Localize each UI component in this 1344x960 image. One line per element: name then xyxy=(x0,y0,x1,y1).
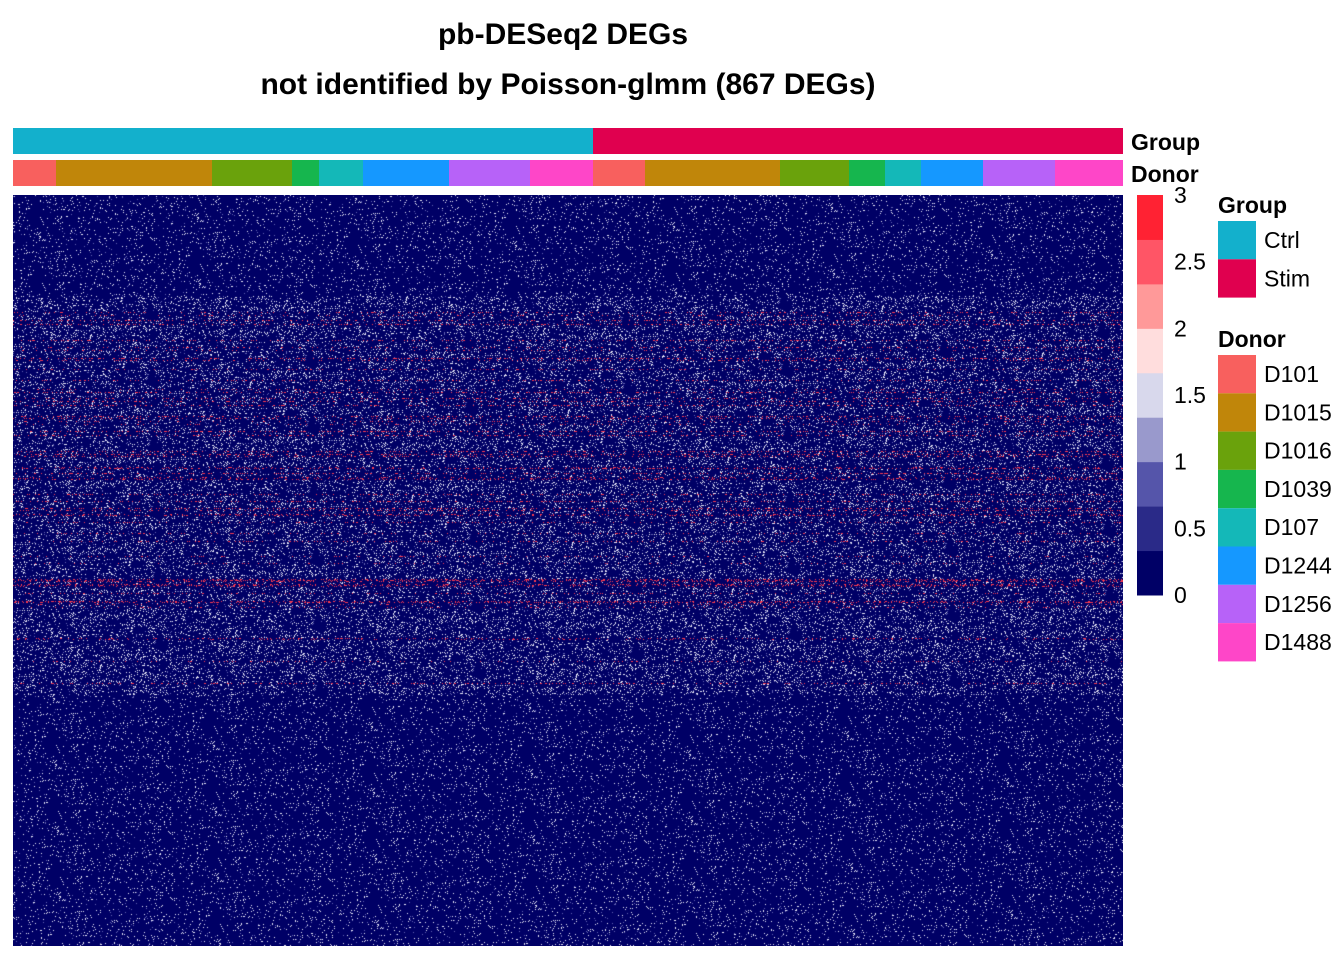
legend-swatch-d1256 xyxy=(1218,584,1256,624)
color-scale-band xyxy=(1137,283,1163,329)
legend-label-d107: D107 xyxy=(1264,514,1319,540)
donor-legend: Donor D101 D1015 D1016 D1039 D107 D1244 D1256 D1… xyxy=(1218,326,1332,662)
group-legend-title: Group xyxy=(1218,192,1287,218)
donor-annotation-label: Donor xyxy=(1131,161,1199,187)
color-scale-band xyxy=(1137,506,1163,552)
color-scale-tick-label: 3 xyxy=(1174,182,1187,208)
group-annotation-bar xyxy=(13,128,1123,154)
legend-swatch-d1244 xyxy=(1218,546,1256,585)
legend-label-d1015: D1015 xyxy=(1264,399,1332,425)
donor-segment-d1244 xyxy=(363,160,449,186)
color-scale-band xyxy=(1137,417,1163,463)
group-legend: Group Ctrl Stim xyxy=(1218,192,1310,298)
donor-segment-d1039 xyxy=(849,160,885,186)
legend-label-d1244: D1244 xyxy=(1264,553,1332,579)
donor-segment-d101 xyxy=(13,160,56,186)
legend-swatch-d1015 xyxy=(1218,393,1256,432)
legend-label-d1016: D1016 xyxy=(1264,438,1332,464)
group-segment-ctrl xyxy=(13,128,593,154)
legend-swatch-d1488 xyxy=(1218,623,1256,662)
color-scale-tick-label: 1 xyxy=(1174,449,1187,475)
color-scale-tick-label: 2 xyxy=(1174,315,1187,341)
legend-label-d1488: D1488 xyxy=(1264,629,1332,655)
donor-segment-d1488 xyxy=(530,160,593,186)
donor-segment-d1039 xyxy=(292,160,319,186)
chart-title: pb-DESeq2 DEGs xyxy=(438,18,688,51)
legend-label-d1039: D1039 xyxy=(1264,476,1332,502)
color-scale-ticks: 3 2.5 2 1.5 1 0.5 0 xyxy=(1174,182,1206,608)
legend-swatch-d1016 xyxy=(1218,431,1256,470)
color-scale-band xyxy=(1137,239,1163,285)
legend-label-d101: D101 xyxy=(1264,361,1319,387)
legend-swatch-stim xyxy=(1218,259,1256,298)
color-scale-tick-label: 0 xyxy=(1174,582,1187,608)
legend-swatch-d101 xyxy=(1218,355,1256,394)
donor-segment-d1016 xyxy=(212,160,292,186)
legend-label-d1256: D1256 xyxy=(1264,591,1332,617)
color-scale-tick-label: 2.5 xyxy=(1174,249,1206,275)
heatmap-matrix xyxy=(13,195,1123,946)
color-scale-band xyxy=(1137,195,1163,240)
color-scale-band xyxy=(1137,328,1163,374)
legend-swatch-ctrl xyxy=(1218,221,1256,260)
heatmap-matrix-area xyxy=(13,195,1123,946)
legend-swatch-d1039 xyxy=(1218,469,1256,509)
color-scale-tick-label: 0.5 xyxy=(1174,515,1206,541)
donor-segment-d1256 xyxy=(449,160,530,186)
chart-subtitle: not identified by Poisson-glmm (867 DEGs… xyxy=(260,68,875,101)
color-scale-band xyxy=(1137,372,1163,418)
donor-segment-d1244 xyxy=(921,160,983,186)
color-scale-tick-label: 1.5 xyxy=(1174,382,1206,408)
color-scale-band xyxy=(1137,461,1163,507)
group-annotation-label: Group xyxy=(1131,129,1200,155)
group-segment-stim xyxy=(593,128,1123,154)
legend-label-stim: Stim xyxy=(1264,265,1310,291)
donor-segment-d1015 xyxy=(645,160,780,186)
donor-segment-d1016 xyxy=(780,160,849,186)
legend-label-ctrl: Ctrl xyxy=(1264,227,1300,253)
donor-annotation-bar xyxy=(13,160,1123,186)
donor-segment-d107 xyxy=(319,160,363,186)
donor-segment-d1256 xyxy=(983,160,1055,186)
legend-swatch-d107 xyxy=(1218,508,1256,547)
donor-segment-d1488 xyxy=(1055,160,1123,186)
donor-segment-d1015 xyxy=(56,160,212,186)
donor-legend-title: Donor xyxy=(1218,326,1286,352)
color-scale-band xyxy=(1137,550,1163,596)
donor-segment-d101 xyxy=(593,160,645,186)
color-scale-legend xyxy=(1137,195,1163,596)
donor-segment-d107 xyxy=(885,160,921,186)
